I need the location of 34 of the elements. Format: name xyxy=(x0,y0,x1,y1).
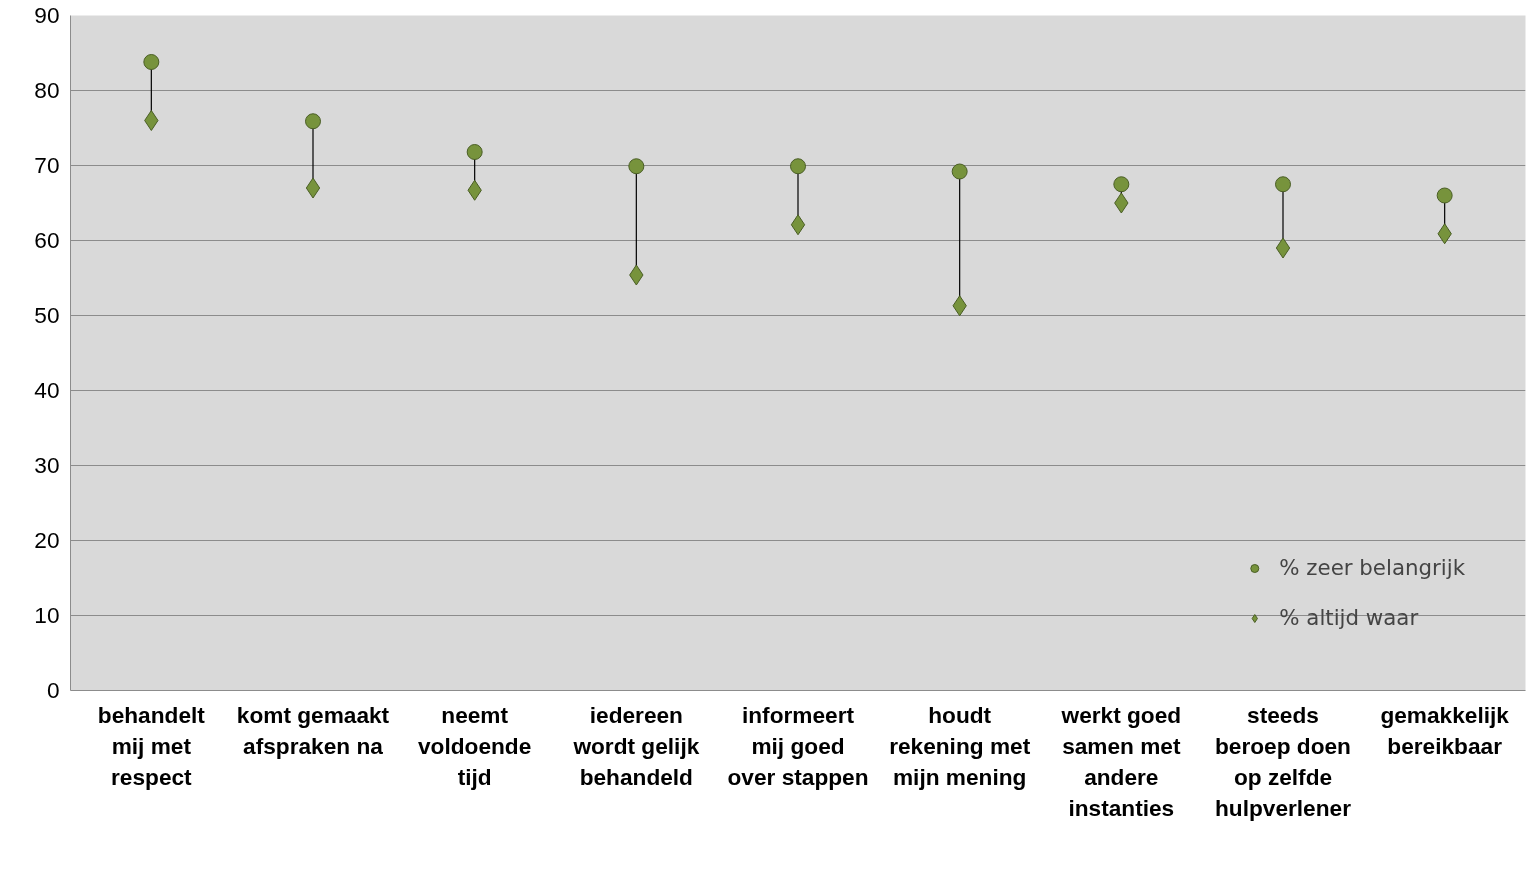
point xyxy=(628,158,645,175)
point xyxy=(951,163,968,180)
x-tick-label: houdt rekening met mijn mening xyxy=(889,701,1031,790)
y-tick-label: 30 xyxy=(34,452,60,478)
x-tick-label: gemakkelijk bereikbaar xyxy=(1380,701,1510,759)
y-tick-label: 60 xyxy=(34,227,60,253)
point xyxy=(790,214,806,236)
point xyxy=(143,54,160,70)
point xyxy=(1275,237,1291,259)
y-tick-label: 50 xyxy=(34,302,60,328)
y-tick-label: 90 xyxy=(34,2,60,28)
point xyxy=(466,144,483,160)
x-tick-label: neemt voldoende tijd xyxy=(418,701,532,790)
y-tick-label: 0 xyxy=(46,677,60,703)
x-tick-label: behandelt mij met respect xyxy=(97,701,206,790)
point xyxy=(144,110,159,131)
y-tick-label: 40 xyxy=(34,377,60,403)
x-tick-label: iedereen wordt gelijk behandeld xyxy=(572,701,700,790)
point xyxy=(1436,187,1453,204)
x-tick-label: komt gemaakt afspraken na xyxy=(236,701,390,759)
x-tick-label: werkt goed samen met andere instanties xyxy=(1060,701,1182,822)
y-tick-label: 70 xyxy=(34,152,60,178)
x-tick-label: informeert mij goed over stappen xyxy=(727,701,869,790)
legend-label: % altijd waar xyxy=(1279,605,1419,630)
point xyxy=(790,158,806,175)
y-tick-label: 10 xyxy=(34,602,60,628)
y-tick-label: 20 xyxy=(34,527,60,553)
y-tick-label: 80 xyxy=(34,77,60,103)
point xyxy=(305,113,321,130)
point xyxy=(305,177,321,199)
point xyxy=(1113,176,1130,193)
legend-label: % zeer belangrijk xyxy=(1279,555,1465,580)
point xyxy=(1275,176,1291,193)
x-tick-label: steeds beroep doen op zelfde hulpverlener xyxy=(1215,701,1352,822)
